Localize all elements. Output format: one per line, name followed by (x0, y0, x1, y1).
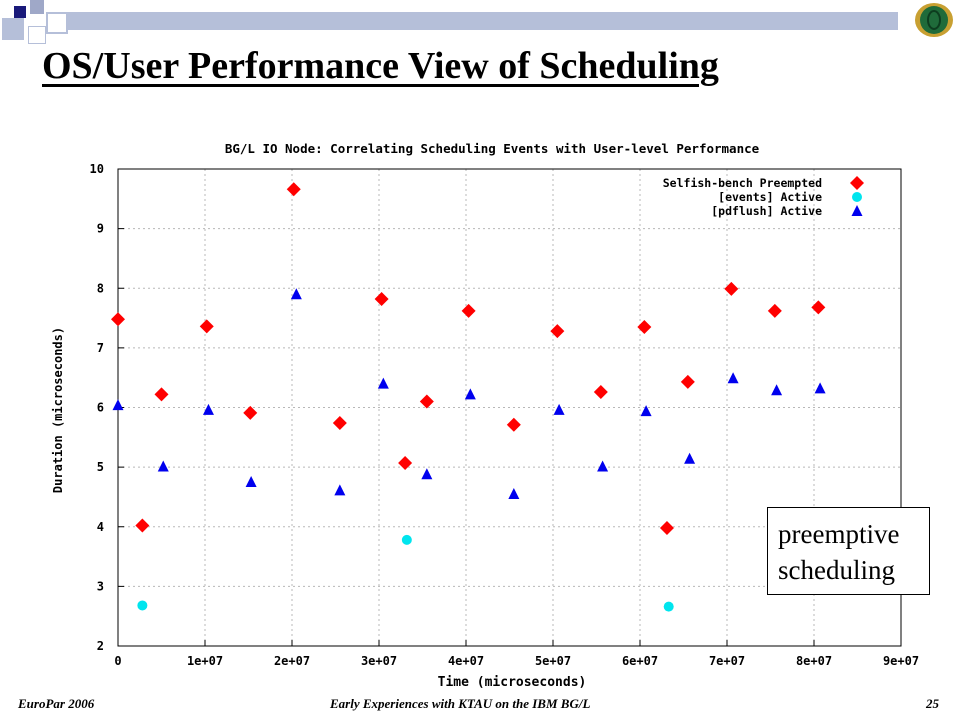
pdflush-point (771, 384, 783, 396)
y-tick-label: 8 (97, 281, 104, 295)
x-tick-label: 6e+07 (622, 654, 658, 668)
pdflush-point (290, 288, 302, 300)
pdflush-point (814, 382, 826, 394)
pdflush-point (421, 468, 433, 480)
preempted-point (461, 303, 476, 318)
preempted-point (724, 281, 739, 296)
legend-marker (852, 192, 862, 202)
chart-legend: Selfish-bench Preempted[events] Active[p… (663, 176, 864, 218)
pdflush-point (245, 476, 257, 488)
corner-square-1 (14, 6, 26, 18)
corner-square-5 (28, 26, 46, 44)
data-points (111, 182, 826, 612)
y-tick-label: 6 (97, 401, 104, 415)
corner-square-3 (2, 18, 24, 40)
x-tick-label: 2e+07 (274, 654, 310, 668)
preempted-point (659, 520, 674, 535)
preempted-point (154, 387, 169, 402)
preempted-point (398, 455, 413, 470)
corner-square-2 (30, 0, 44, 14)
pdflush-point (684, 452, 696, 464)
y-tick-label: 3 (97, 579, 104, 593)
pdflush-point (464, 388, 476, 400)
preempted-point (111, 312, 125, 327)
preempted-point (135, 518, 150, 533)
axis-ticks: 0 1e+07 2e+07 3e+07 4e+07 5e+07 6e+07 7e+07 8e+0… (90, 162, 920, 668)
y-tick-label: 10 (90, 162, 104, 176)
university-logo (915, 3, 953, 37)
chart-title: BG/L IO Node: Correlating Scheduling Eve… (225, 141, 760, 156)
pdflush-point (640, 405, 652, 417)
events-point (401, 534, 412, 545)
x-axis-label: Time (microseconds) (438, 675, 587, 690)
preempted-point (374, 291, 389, 306)
legend-label: [events] Active (718, 190, 822, 204)
preempted-point (332, 416, 347, 431)
legend-label: [pdflush] Active (711, 204, 822, 218)
pdflush-point (112, 399, 124, 411)
preempted-point (550, 324, 565, 339)
footer-page-number: 25 (926, 696, 939, 711)
callout-box: preemptive scheduling (767, 507, 930, 595)
x-tick-label: 4e+07 (448, 654, 484, 668)
pdflush-point (508, 487, 520, 499)
legend-label: Selfish-bench Preempted (663, 176, 822, 190)
pdflush-point (553, 403, 565, 415)
y-tick-label: 2 (97, 639, 104, 653)
preempted-point (419, 394, 434, 409)
preempted-point (286, 182, 301, 197)
y-axis-label: Duration (microseconds) (51, 327, 65, 493)
y-tick-label: 5 (97, 460, 104, 474)
pdflush-point (727, 372, 739, 384)
events-point (137, 600, 148, 611)
x-tick-label: 9e+07 (883, 654, 919, 668)
footer-conference: EuroPar 2006 (18, 696, 95, 711)
y-tick-label: 7 (97, 341, 104, 355)
legend-marker (850, 176, 864, 190)
preempted-point (199, 319, 214, 334)
preempted-point (637, 320, 652, 335)
x-tick-label: 8e+07 (796, 654, 832, 668)
preempted-point (811, 300, 826, 315)
callout-line-1: preemptive (778, 519, 900, 549)
x-tick-label: 0 (114, 654, 121, 668)
x-tick-label: 3e+07 (361, 654, 397, 668)
pdflush-point (157, 460, 169, 472)
legend-marker (851, 205, 863, 216)
events-point (663, 601, 674, 612)
chart-background (40, 128, 940, 693)
title-bar (66, 12, 898, 30)
pdflush-point (334, 484, 346, 496)
x-tick-label: 7e+07 (709, 654, 745, 668)
pdflush-point (377, 377, 389, 389)
callout-line-2: scheduling (778, 555, 895, 585)
y-tick-label: 9 (97, 222, 104, 236)
preempted-point (243, 405, 258, 420)
preempted-point (767, 303, 782, 318)
preempted-point (506, 417, 521, 432)
pdflush-point (202, 403, 214, 415)
slide-title: OS/User Performance View of Scheduling (42, 45, 719, 87)
footer-talk-title: Early Experiences with KTAU on the IBM B… (330, 696, 591, 711)
x-tick-label: 1e+07 (187, 654, 223, 668)
pdflush-point (597, 460, 609, 472)
preempted-point (593, 384, 608, 399)
x-tick-label: 5e+07 (535, 654, 571, 668)
preempted-point (680, 374, 695, 389)
y-tick-label: 4 (97, 520, 104, 534)
